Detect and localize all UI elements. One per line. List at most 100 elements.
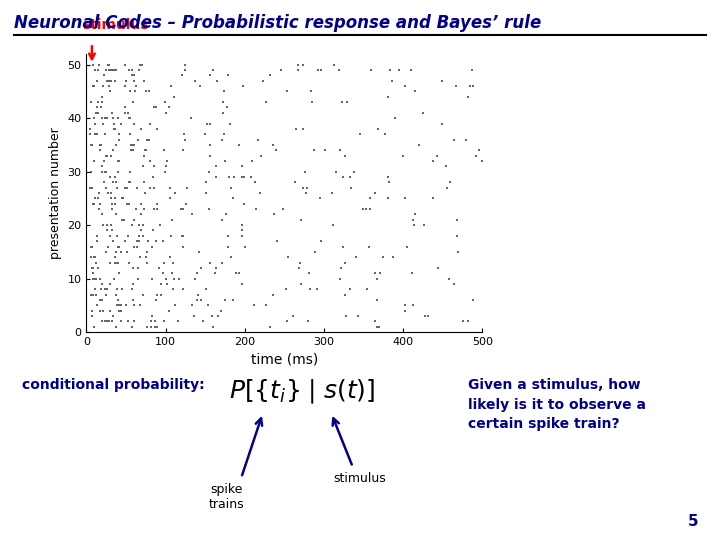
Point: [407, 301, 418, 309]
Point: [113, 306, 125, 315]
Point: [158, 317, 170, 326]
Point: [210, 269, 221, 278]
Point: [236, 226, 248, 235]
Point: [264, 322, 276, 331]
Point: [222, 242, 233, 251]
Point: [99, 167, 111, 176]
Point: [114, 269, 125, 278]
Point: [152, 199, 163, 208]
Point: [428, 157, 439, 165]
Point: [127, 146, 138, 154]
Point: [364, 194, 375, 202]
Point: [246, 173, 257, 181]
Point: [132, 184, 143, 192]
Point: [345, 173, 356, 181]
Point: [100, 184, 112, 192]
Point: [238, 82, 249, 90]
Point: [95, 140, 107, 149]
Point: [141, 135, 153, 144]
Point: [135, 226, 147, 235]
Point: [99, 130, 111, 139]
Point: [138, 205, 150, 213]
Point: [289, 178, 300, 187]
Point: [156, 280, 167, 288]
Point: [382, 92, 394, 101]
Point: [333, 66, 345, 75]
Point: [342, 98, 354, 106]
Point: [462, 317, 474, 326]
Point: [105, 188, 117, 197]
Point: [212, 312, 224, 320]
Point: [431, 151, 443, 160]
Point: [104, 173, 115, 181]
Point: [330, 167, 341, 176]
Point: [134, 60, 145, 69]
Point: [111, 210, 122, 219]
Point: [96, 167, 108, 176]
Point: [179, 135, 191, 144]
Point: [252, 135, 264, 144]
Point: [297, 125, 308, 133]
Text: stimulus: stimulus: [82, 18, 149, 32]
Point: [270, 146, 282, 154]
Point: [141, 247, 153, 256]
Point: [161, 162, 172, 171]
Point: [112, 242, 124, 251]
Point: [89, 253, 100, 261]
Point: [91, 130, 102, 139]
Point: [236, 221, 248, 230]
Text: Neuronal Codes – Probabilistic response and Bayes’ rule: Neuronal Codes – Probabilistic response …: [14, 14, 541, 31]
Point: [151, 125, 163, 133]
Point: [189, 274, 201, 283]
Point: [96, 317, 108, 326]
Point: [297, 60, 309, 69]
Point: [402, 242, 413, 251]
Point: [109, 66, 120, 75]
Point: [297, 184, 309, 192]
Point: [121, 247, 132, 256]
Point: [176, 232, 188, 240]
Point: [112, 114, 123, 123]
Point: [163, 306, 175, 315]
Point: [134, 66, 145, 75]
Point: [126, 322, 138, 331]
Point: [106, 226, 117, 235]
Point: [148, 103, 160, 112]
Point: [281, 285, 292, 294]
Point: [139, 146, 150, 154]
Point: [85, 242, 96, 251]
Point: [106, 226, 117, 235]
Point: [340, 291, 351, 299]
Point: [86, 140, 97, 149]
Point: [106, 205, 117, 213]
Point: [98, 221, 109, 230]
Point: [91, 103, 102, 112]
Point: [142, 258, 153, 267]
Point: [104, 258, 116, 267]
Point: [115, 247, 127, 256]
Point: [129, 119, 140, 128]
Point: [92, 194, 104, 202]
Point: [88, 269, 99, 278]
Point: [373, 322, 384, 331]
Point: [204, 258, 216, 267]
Point: [125, 87, 136, 96]
Point: [215, 306, 226, 315]
Point: [121, 301, 132, 309]
Point: [86, 312, 97, 320]
Point: [115, 317, 127, 326]
Y-axis label: presentation number: presentation number: [49, 127, 62, 259]
Point: [86, 140, 97, 149]
Point: [217, 98, 229, 106]
Point: [101, 317, 112, 326]
Point: [102, 226, 113, 235]
Point: [95, 285, 107, 294]
Point: [109, 194, 120, 202]
Point: [236, 173, 248, 181]
Point: [117, 194, 129, 202]
Point: [181, 184, 193, 192]
Point: [257, 77, 269, 85]
Point: [132, 264, 143, 272]
Point: [97, 119, 109, 128]
Point: [96, 162, 107, 171]
